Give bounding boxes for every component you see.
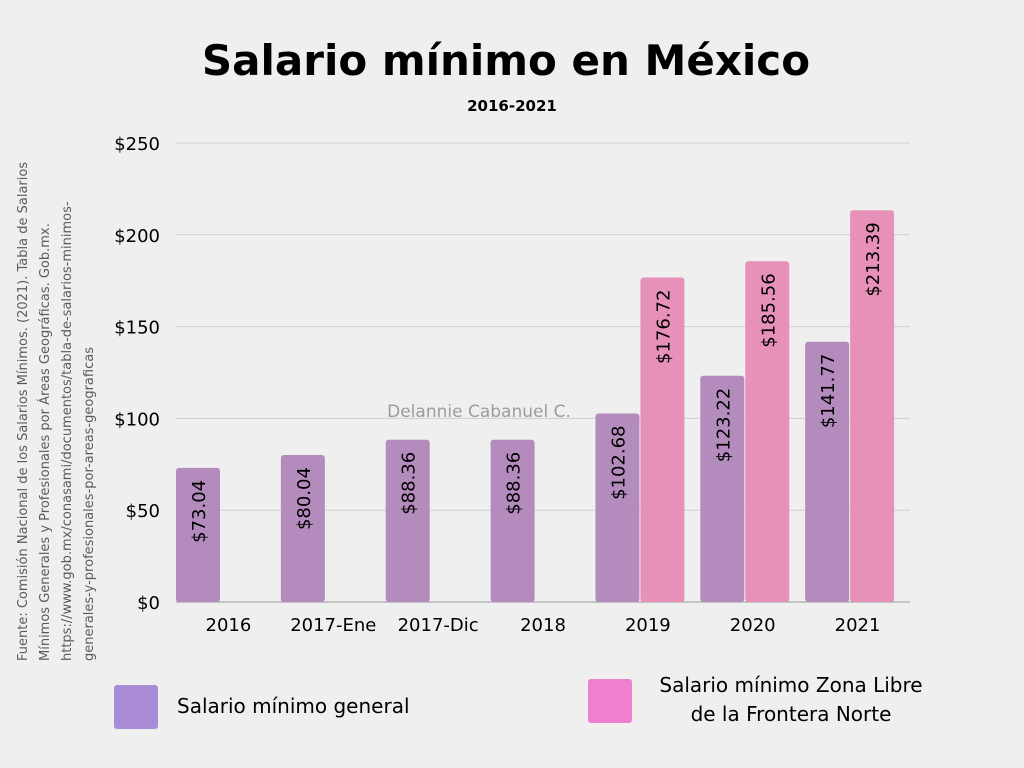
bar-frontera: [640, 277, 685, 602]
x-tick-label: 2018: [520, 615, 566, 636]
bar-general: [490, 439, 535, 602]
y-tick-label: $250: [114, 134, 160, 155]
bar-data-label: $185.56: [758, 273, 779, 347]
y-tick-label: $200: [114, 226, 160, 247]
bar-data-label: $123.22: [713, 388, 734, 462]
x-tick-label: 2021: [835, 615, 881, 636]
bar-general: [595, 413, 640, 602]
source-line: Mínimos Generales y Profesionales por Ár…: [37, 223, 53, 661]
bar-general: [805, 341, 850, 602]
legend-label-frontera-line1: Salario mínimo Zona Libre: [659, 673, 922, 697]
bar-data-label: $80.04: [294, 467, 315, 530]
bar-general: [700, 375, 745, 602]
bar-general: [385, 439, 430, 602]
bar-data-label: $141.77: [818, 354, 839, 428]
legend-swatch-frontera: [588, 679, 632, 723]
bar-data-label: $213.39: [863, 222, 884, 296]
source-note: Fuente: Comisión Nacional de los Salario…: [16, 162, 97, 661]
legend-label-general: Salario mínimo general: [177, 694, 410, 718]
source-line: https://www.gob.mx/conasami/documentos/t…: [60, 201, 75, 661]
bar-frontera: [850, 210, 895, 603]
x-tick-label: 2016: [206, 615, 252, 636]
y-tick-label: $0: [137, 593, 160, 614]
y-tick-label: $100: [114, 409, 160, 430]
bar-data-label: $88.36: [399, 452, 420, 515]
bar-frontera: [745, 261, 790, 602]
legend: Salario mínimo general Salario mínimo Zo…: [114, 673, 923, 729]
bar-data-label: $73.04: [189, 480, 210, 543]
chart-subtitle: 2016-2021: [467, 97, 557, 115]
x-tick-label: 2017-Dic: [398, 615, 479, 636]
y-tick-label: $150: [114, 318, 160, 339]
bar-data-label: $102.68: [608, 425, 629, 499]
y-tick-label: $50: [126, 501, 160, 522]
x-tick-label: 2019: [625, 615, 671, 636]
bars: $73.04 $80.04 $88.36 $88.36 $102.68 $176.72 $1…: [176, 210, 895, 603]
legend-label-frontera-line2: de la Frontera Norte: [691, 702, 892, 726]
bar-data-label: $176.72: [653, 290, 674, 364]
watermark-text: Delannie Cabanuel C.: [387, 402, 571, 422]
source-line: Fuente: Comisión Nacional de los Salario…: [16, 162, 31, 661]
y-axis-ticks: $0 $50 $100 $150 $200 $250: [114, 134, 160, 614]
bar-data-label: $88.36: [504, 452, 525, 515]
x-tick-label: 2020: [730, 615, 776, 636]
source-line: generales-y-profesionales-por-areas-geog…: [82, 347, 97, 661]
x-axis-ticks: 2016 2017-Ene 2017-Dic 2018 2019 2020 2021: [206, 615, 881, 636]
bar-general: [280, 455, 325, 602]
legend-swatch-general: [114, 685, 158, 729]
chart-title: Salario mínimo en México: [202, 36, 810, 85]
x-tick-label: 2017-Ene: [290, 615, 376, 636]
bar-general: [176, 467, 220, 602]
